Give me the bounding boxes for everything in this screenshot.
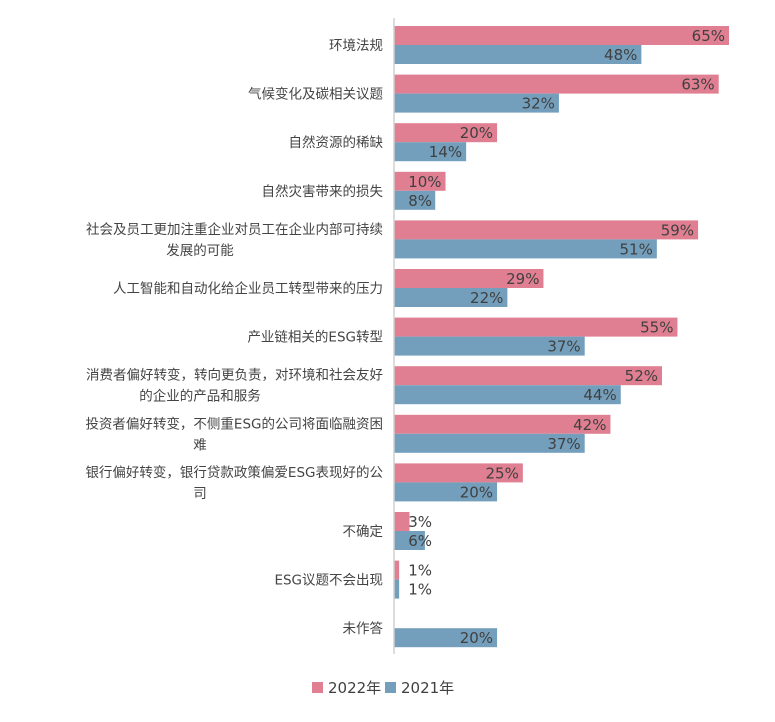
data-label: 22%	[470, 289, 503, 307]
bar-2022	[394, 560, 400, 580]
category-label: 产业链相关的ESG转型	[247, 330, 383, 346]
bar-2022	[394, 414, 611, 434]
category-label: 投资者偏好转变，不侧重ESG的公司将面临融资困难	[85, 416, 383, 453]
bar-2021	[394, 385, 621, 405]
data-label: 10%	[408, 173, 441, 191]
bar-2022	[394, 26, 729, 45]
data-label: 55%	[640, 319, 673, 337]
data-label: 29%	[506, 270, 539, 288]
category-label: 未作答	[343, 620, 384, 637]
data-label: 3%	[408, 513, 432, 531]
bar-2021	[394, 45, 642, 64]
data-label: 65%	[692, 27, 725, 45]
data-label: 59%	[661, 221, 694, 239]
bar-2021	[394, 579, 400, 599]
data-label: 51%	[620, 240, 653, 258]
data-label: 52%	[625, 367, 658, 385]
category-label: 银行偏好转变，银行贷款政策偏爱ESG表现好的公司	[85, 464, 383, 502]
bar-2022	[394, 123, 498, 143]
legend-swatch	[312, 682, 323, 693]
data-label: 37%	[547, 435, 580, 453]
category-label: 消费者偏好转变，转向更负责，对环境和社会友好的企业的产品和服务	[86, 368, 383, 405]
bar-2021	[394, 93, 559, 113]
bar-2022	[394, 220, 699, 240]
bar-2021	[394, 239, 657, 259]
bar-2021	[394, 142, 467, 162]
data-label: 25%	[486, 464, 519, 482]
bar-2022	[394, 512, 410, 531]
category-label: 自然资源的稀缺	[289, 134, 384, 151]
bar-2021	[394, 190, 436, 210]
data-label: 6%	[408, 532, 432, 550]
data-label: 8%	[408, 192, 432, 210]
category-label: 环境法规	[329, 38, 383, 54]
data-label: 37%	[547, 338, 580, 356]
bar-2021	[394, 433, 585, 453]
bar-2022	[394, 463, 523, 483]
data-label: 20%	[460, 629, 493, 647]
category-label: 人工智能和自动化给企业员工转型带来的压力	[113, 280, 383, 297]
bar-2022	[394, 74, 719, 94]
category-label: ESG议题不会出现	[274, 573, 383, 589]
bar-2022	[394, 171, 446, 191]
data-label: 32%	[522, 95, 555, 113]
bar-2022	[394, 317, 678, 337]
data-label: 14%	[429, 143, 462, 161]
data-label: 42%	[573, 416, 606, 434]
data-label: 20%	[460, 483, 493, 501]
data-label: 1%	[408, 562, 432, 580]
data-label: 1%	[408, 581, 432, 599]
bar-2021	[394, 482, 498, 502]
legend-swatch	[385, 682, 396, 693]
bar-2021	[394, 628, 498, 648]
legend-label: 2022年	[328, 679, 381, 697]
bar-2022	[394, 269, 544, 288]
bar-2021	[394, 288, 508, 307]
category-label: 不确定	[343, 524, 384, 540]
data-label: 44%	[583, 386, 616, 404]
legend-label: 2021年	[401, 679, 454, 697]
bar-2021	[394, 531, 425, 550]
bar-2022	[394, 366, 662, 386]
category-label: 自然灾害带来的损失	[262, 183, 384, 200]
data-label: 48%	[604, 46, 637, 64]
bar-2021	[394, 336, 585, 356]
category-label: 社会及员工更加注重企业对员工在企业内部可持续发展的可能	[86, 221, 383, 259]
category-label: 气候变化及碳相关议题	[248, 87, 383, 103]
data-label: 63%	[681, 76, 714, 94]
data-label: 20%	[460, 124, 493, 142]
